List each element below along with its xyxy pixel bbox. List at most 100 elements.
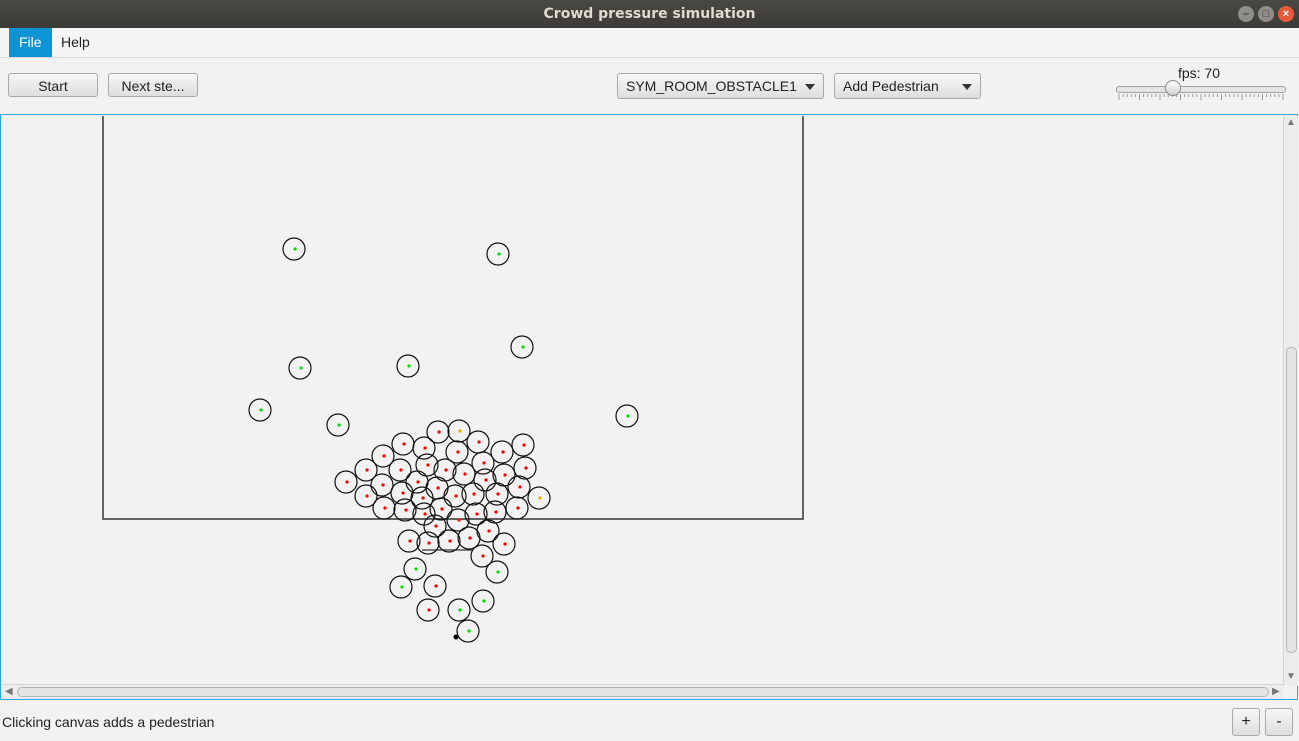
pedestrian-state-dot xyxy=(421,496,425,500)
pedestrian[interactable] xyxy=(527,486,551,510)
pedestrian-body xyxy=(513,456,537,480)
scroll-right-icon[interactable]: ▶ xyxy=(1272,686,1280,697)
pedestrian[interactable] xyxy=(486,242,510,266)
pedestrian[interactable] xyxy=(443,484,467,508)
pedestrian-body xyxy=(464,502,488,526)
pedestrian[interactable] xyxy=(334,470,358,494)
pedestrian[interactable] xyxy=(464,502,488,526)
pedestrian[interactable] xyxy=(471,589,495,613)
close-icon[interactable]: × xyxy=(1278,6,1294,22)
scenario-select-value: SYM_ROOM_OBSTACLE1 xyxy=(626,78,797,94)
pedestrian[interactable] xyxy=(485,482,509,506)
pedestrian[interactable] xyxy=(429,497,453,521)
pedestrian[interactable] xyxy=(473,468,497,492)
pedestrian-state-dot xyxy=(399,468,403,472)
pedestrian[interactable] xyxy=(510,335,534,359)
simulation-scroll-pane[interactable]: ▲ ▼ ◀ ▶ xyxy=(0,114,1298,700)
pedestrian[interactable] xyxy=(403,557,427,581)
pedestrian-state-dot xyxy=(503,542,507,546)
pedestrian-state-dot xyxy=(472,492,476,496)
pedestrian[interactable] xyxy=(405,470,429,494)
horizontal-scroll-thumb[interactable] xyxy=(17,687,1269,697)
pedestrian[interactable] xyxy=(505,496,529,520)
pedestrian[interactable] xyxy=(446,508,470,532)
pedestrian[interactable] xyxy=(288,356,312,380)
pedestrian[interactable] xyxy=(470,544,494,568)
pedestrian[interactable] xyxy=(471,451,495,475)
pedestrian[interactable] xyxy=(507,475,531,499)
pedestrian[interactable] xyxy=(437,529,461,553)
pedestrian[interactable] xyxy=(425,476,449,500)
toolbar: Start Next ste... SYM_ROOM_OBSTACLE1 Add… xyxy=(0,58,1299,114)
scroll-down-icon[interactable]: ▼ xyxy=(1286,671,1296,682)
pedestrian-body xyxy=(452,462,476,486)
pedestrian[interactable] xyxy=(416,531,440,555)
pedestrian[interactable] xyxy=(391,432,415,456)
pedestrian[interactable] xyxy=(396,354,420,378)
pedestrian-body xyxy=(492,532,516,556)
pedestrian[interactable] xyxy=(423,574,447,598)
pedestrian[interactable] xyxy=(447,419,471,443)
pedestrian[interactable] xyxy=(466,430,490,454)
pedestrian[interactable] xyxy=(423,514,447,538)
scroll-up-icon[interactable]: ▲ xyxy=(1286,117,1296,128)
pedestrian[interactable] xyxy=(354,484,378,508)
pedestrian-body xyxy=(423,574,447,598)
pedestrian-state-dot xyxy=(383,506,387,510)
fps-label: fps: 70 xyxy=(1178,65,1221,81)
pedestrian[interactable] xyxy=(397,529,421,553)
pedestrian[interactable] xyxy=(371,444,395,468)
pedestrian[interactable] xyxy=(412,436,436,460)
pedestrian-body xyxy=(461,482,485,506)
pedestrian[interactable] xyxy=(461,482,485,506)
scroll-left-icon[interactable]: ◀ xyxy=(5,686,13,697)
menu-file[interactable]: File xyxy=(9,28,52,57)
pedestrian[interactable] xyxy=(615,404,639,428)
next-step-button[interactable]: Next ste... xyxy=(108,73,198,97)
pedestrian-state-dot xyxy=(427,541,431,545)
pedestrian[interactable] xyxy=(452,462,476,486)
pedestrian[interactable] xyxy=(457,526,481,550)
pedestrian[interactable] xyxy=(513,456,537,480)
pedestrian[interactable] xyxy=(354,458,378,482)
pedestrian-state-dot xyxy=(365,494,369,498)
pedestrian[interactable] xyxy=(445,440,469,464)
pedestrian[interactable] xyxy=(282,237,306,261)
start-button[interactable]: Start xyxy=(8,73,98,97)
pedestrian[interactable] xyxy=(426,420,450,444)
pedestrian[interactable] xyxy=(326,413,350,437)
pedestrian[interactable] xyxy=(485,560,509,584)
pedestrian[interactable] xyxy=(248,398,272,422)
pedestrian[interactable] xyxy=(456,619,480,643)
maximize-icon[interactable]: □ xyxy=(1258,6,1274,22)
pedestrian[interactable] xyxy=(447,598,471,622)
add-pedestrian-select[interactable]: Add Pedestrian xyxy=(834,73,981,99)
pedestrian[interactable] xyxy=(490,440,514,464)
pedestrian[interactable] xyxy=(388,458,412,482)
vertical-scroll-thumb[interactable] xyxy=(1286,347,1297,653)
pedestrian-state-dot xyxy=(482,599,486,603)
pedestrian[interactable] xyxy=(390,481,414,505)
pedestrian[interactable] xyxy=(393,498,417,522)
pedestrian-body xyxy=(447,419,471,443)
pedestrian-body xyxy=(288,356,312,380)
fps-slider-track[interactable] xyxy=(1116,86,1286,93)
pedestrian[interactable] xyxy=(416,598,440,622)
zoom-out-button[interactable]: - xyxy=(1265,708,1293,736)
scenario-select[interactable]: SYM_ROOM_OBSTACLE1 xyxy=(617,73,824,99)
pedestrian[interactable] xyxy=(511,433,535,457)
zoom-in-button[interactable]: + xyxy=(1232,708,1260,736)
horizontal-scrollbar[interactable]: ◀ ▶ xyxy=(2,684,1283,699)
minimize-icon[interactable]: – xyxy=(1238,6,1254,22)
pedestrian[interactable] xyxy=(389,575,413,599)
pedestrian[interactable] xyxy=(415,453,439,477)
fps-slider-thumb[interactable] xyxy=(1165,80,1181,96)
pedestrian[interactable] xyxy=(492,532,516,556)
vertical-scrollbar[interactable]: ▲ ▼ xyxy=(1283,116,1298,686)
pedestrian[interactable] xyxy=(372,496,396,520)
simulation-canvas[interactable] xyxy=(2,116,1283,686)
pedestrian[interactable] xyxy=(370,473,394,497)
menu-help[interactable]: Help xyxy=(61,34,90,50)
pedestrian-state-dot xyxy=(477,440,481,444)
pedestrian[interactable] xyxy=(410,486,434,510)
